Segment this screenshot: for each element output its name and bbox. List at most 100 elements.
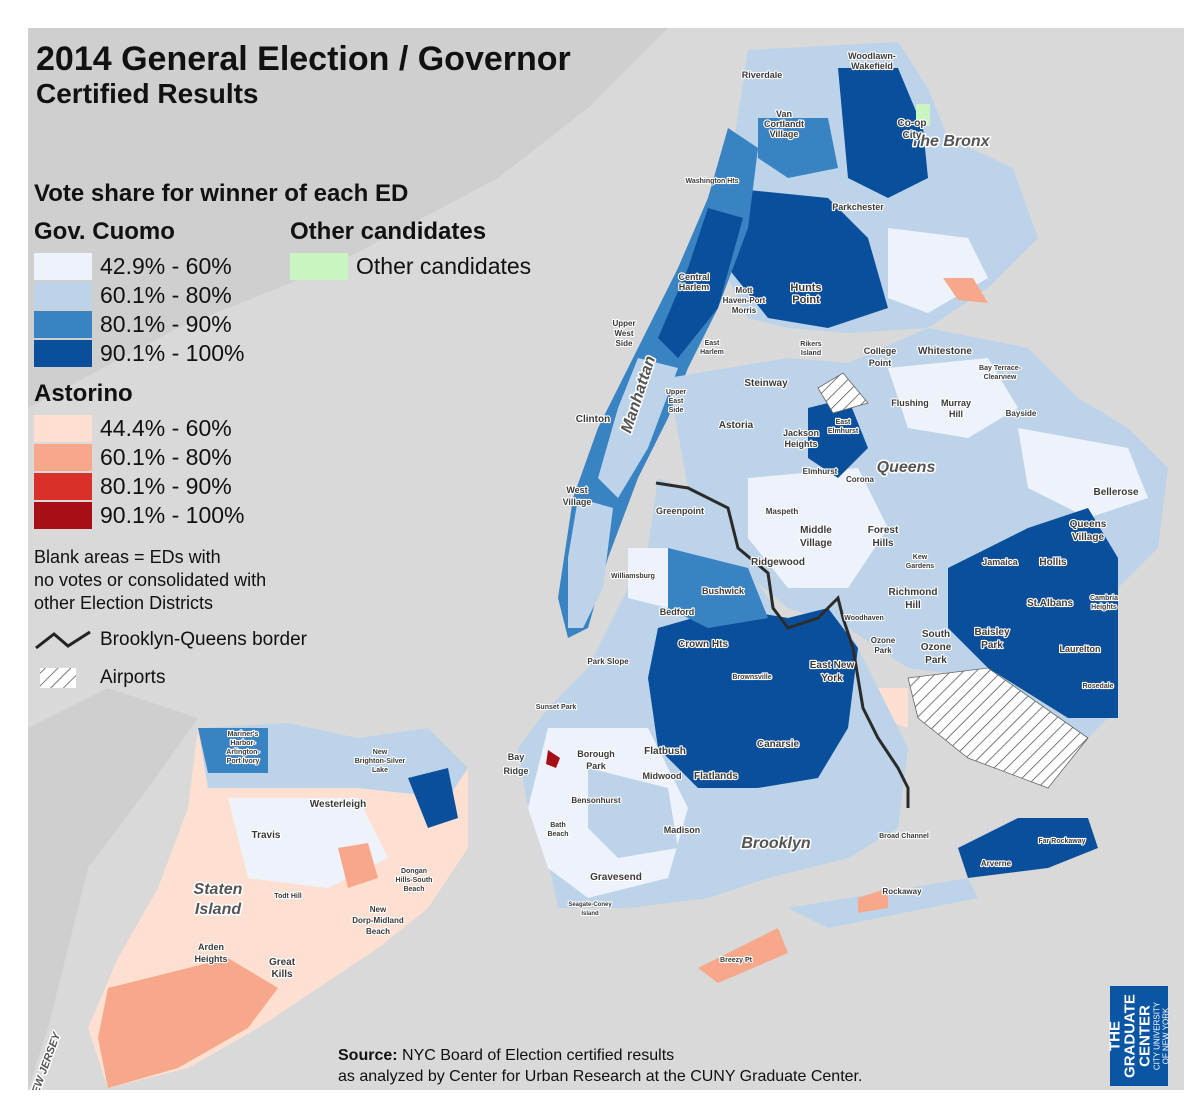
place-label: Wakefield (851, 61, 893, 71)
legend-swatch (34, 340, 92, 367)
place-label: Bayside (1006, 409, 1037, 418)
place-label: Astoria (719, 420, 754, 431)
legend-swatch (34, 311, 92, 338)
place-label: West (615, 329, 634, 338)
place-label: Ridgewood (751, 557, 805, 568)
bronx-label: The Bronx (910, 133, 990, 150)
new-jersey-land-south (28, 688, 198, 1090)
place-label: College (864, 346, 897, 356)
place-label: Williamsburg (611, 573, 655, 580)
place-label: Murray (941, 398, 971, 408)
place-label: South (922, 629, 950, 640)
place-label: Parkchester (832, 202, 884, 212)
place-label: Island (581, 911, 599, 917)
brooklyn-queens-border (655, 481, 910, 808)
place-label: Hill (905, 600, 921, 611)
airport-hatch-icon (40, 668, 76, 688)
place-label: Westerleigh (310, 799, 367, 810)
williamsburg-light (628, 548, 668, 608)
place-label: Harlem (679, 282, 710, 292)
place-label: Park (874, 646, 892, 655)
place-label: Dongan (401, 868, 427, 875)
place-label: Corona (846, 475, 875, 484)
bronx-dark-1 (838, 68, 928, 198)
place-label: Heights (194, 954, 227, 964)
place-label: Kew (913, 554, 928, 561)
legend-range-label: 80.1% - 90% (100, 311, 232, 337)
breezy-point-astorino (698, 928, 788, 983)
place-label: East New (810, 660, 855, 671)
legend-range-label: 60.1% - 80% (100, 282, 232, 308)
place-label: Village (800, 538, 832, 549)
source-line-1: NYC Board of Election certified results (397, 1047, 675, 1064)
place-label: Steinway (744, 378, 788, 389)
source-line-2: as analyzed by Center for Urban Research… (338, 1068, 863, 1085)
legend-other-ranges: Other candidates (290, 252, 531, 281)
place-label: Village (770, 129, 799, 139)
legend-range-label: 60.1% - 80% (100, 444, 232, 470)
logo-line-4: CITY UNIVERSITY (1152, 1001, 1162, 1071)
place-label: Park (925, 655, 947, 666)
place-label: Clearview (984, 374, 1017, 381)
place-label: Village (563, 497, 592, 507)
place-label: Bellerose (1093, 487, 1138, 498)
blank-note-line-2: no votes or consolidated with (34, 570, 267, 590)
place-label: Cambria (1090, 595, 1118, 602)
place-label: Haven-Port (723, 296, 766, 305)
legend-range-row: 80.1% - 90% (34, 310, 290, 339)
place-label: Greenpoint (656, 506, 704, 516)
place-label: Port Ivory (227, 758, 260, 765)
place-label: St.Albans (1027, 598, 1074, 609)
legend-swatch (34, 415, 92, 442)
place-label: Arverne (981, 859, 1012, 868)
place-label: Flatbush (644, 746, 686, 757)
place-label: Washington Hts (685, 178, 738, 185)
place-label: Park Slope (587, 657, 629, 666)
place-label: Madison (664, 825, 701, 835)
queens-light-1 (748, 468, 888, 588)
place-label: Island (801, 350, 821, 357)
place-label: Central (678, 272, 709, 282)
place-label: Mariner's (228, 731, 259, 738)
logo-line-1: THE (1106, 1021, 1124, 1052)
title-line-2: Certified Results (36, 78, 259, 109)
brooklyn-bushwick (668, 548, 768, 628)
place-label: Upper (666, 389, 687, 396)
place-label: Co-op (898, 118, 927, 129)
place-label: Upper (612, 319, 635, 328)
place-label: Park (586, 761, 607, 771)
place-label: Hills (872, 538, 894, 549)
place-label: East (836, 419, 851, 426)
logo-line-2: GRADUATE (1121, 994, 1139, 1078)
place-label: Cortlandt (764, 119, 804, 129)
place-label: Gardens (906, 563, 935, 570)
legend-border-label: Brooklyn-Queens border (100, 629, 307, 650)
map-frame: The Bronx Manhattan Queens Brooklyn Stat… (28, 28, 1184, 1090)
source-note: Source: NYC Board of Election certified … (338, 1045, 862, 1087)
legend-range-row: 60.1% - 80% (34, 281, 290, 310)
bronx-mid (758, 118, 838, 178)
airport-jfk (907, 667, 1089, 789)
legend-swatch (34, 502, 92, 529)
place-label: Arlington- (226, 749, 260, 756)
airport-laguardia (817, 372, 869, 414)
place-labels: Riverdale Woodlawn- Wakefield Van Cortla… (193, 50, 1140, 981)
legend-range-label: 42.9% - 60% (100, 253, 232, 279)
place-label: Borough (577, 749, 615, 759)
place-label: Great (269, 957, 296, 968)
place-label: Jamaica (982, 557, 1019, 567)
bronx-dark-2 (728, 188, 888, 328)
legend-airports: Airports (34, 659, 531, 697)
legend-swatch (34, 253, 92, 280)
legend-heading: Vote share for winner of each ED (34, 180, 409, 207)
legend-range-row: 42.9% - 60% (34, 252, 290, 281)
election-map: The Bronx Manhattan Queens Brooklyn Stat… (28, 28, 1184, 1090)
legend-other-heading: Other candidates (290, 218, 487, 245)
place-label: Sunset Park (536, 704, 577, 711)
place-label: Gravesend (590, 872, 642, 883)
legend-swatch (290, 253, 348, 280)
place-label: Todt Hill (274, 893, 302, 900)
place-label: Bushwick (702, 586, 745, 596)
legend-swatch (34, 473, 92, 500)
place-label: Bay (508, 752, 525, 762)
